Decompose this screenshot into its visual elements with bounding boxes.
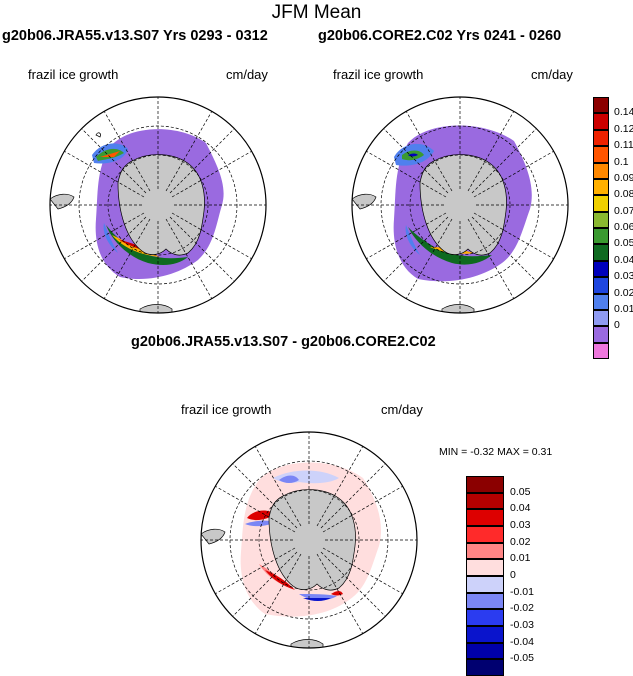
colorbar-swatch xyxy=(593,326,609,343)
colorbar-swatch xyxy=(593,342,609,359)
colorbar-tick-label: 0.05 xyxy=(614,237,633,250)
colorbar-tick-label: 0.11 xyxy=(614,139,633,152)
australia xyxy=(441,304,475,313)
colorbar-swatch xyxy=(466,642,504,660)
colorbar-tick-label: -0.02 xyxy=(510,602,534,615)
polar-map-difference xyxy=(200,431,418,649)
colorbar-tick-label: -0.01 xyxy=(510,585,534,598)
panel-3-variable: frazil ice growth xyxy=(181,402,272,417)
colorbar-swatch xyxy=(593,260,609,278)
colorbar-mean-labels: 0.14 0.12 0.11 0.1 0.09 0.08 0.07 0.06 0.05 0.04 0… xyxy=(614,97,633,359)
polar-map-core2 xyxy=(351,96,569,314)
colorbar-tick-label: 0.01 xyxy=(614,302,633,315)
colorbar-swatch xyxy=(593,277,609,294)
australia xyxy=(139,304,173,313)
panel-3-stats: MIN = -0.32 MAX = 0.31 xyxy=(439,446,553,458)
colorbar-swatch xyxy=(466,592,504,610)
colorbar-difference xyxy=(466,476,504,676)
australia xyxy=(290,639,324,648)
colorbar-swatch xyxy=(466,609,504,626)
colorbar-swatch xyxy=(466,509,504,526)
panel-2-variable: frazil ice growth xyxy=(333,67,424,82)
colorbar-swatch xyxy=(593,195,609,212)
panel-1-units: cm/day xyxy=(226,67,268,82)
colorbar-tick-label: 0.07 xyxy=(614,204,633,217)
colorbar-swatch xyxy=(593,146,609,163)
panel-1-title: g20b06.JRA55.v13.S07 Yrs 0293 - 0312 xyxy=(2,28,268,44)
figure-title: JFM Mean xyxy=(271,2,362,23)
colorbar-swatch xyxy=(593,293,609,310)
colorbar-tick-label: 0.04 xyxy=(614,253,633,266)
colorbar-tick-label: 0.14 xyxy=(614,106,633,119)
colorbar-tick-label: 0.02 xyxy=(614,286,633,299)
colorbar-tick-label: 0.01 xyxy=(510,552,531,565)
colorbar-swatch xyxy=(466,559,504,576)
colorbar-tick-label: 0.02 xyxy=(510,535,531,548)
colorbar-tick-label: 0.06 xyxy=(614,221,633,233)
colorbar-swatch xyxy=(593,211,609,228)
colorbar-swatch xyxy=(593,244,609,261)
panel-3-units: cm/day xyxy=(381,402,423,417)
colorbar-tick-label: 0.04 xyxy=(510,502,531,515)
antarctica xyxy=(419,154,507,256)
colorbar-difference-labels: 0.05 0.04 0.03 0.02 0.01 0 -0.01 -0.02 -0.03 -0.0… xyxy=(510,476,550,676)
colorbar-tick-label: 0.1 xyxy=(614,155,629,168)
colorbar-tick-label: 0.09 xyxy=(614,171,633,184)
colorbar-mean xyxy=(593,97,609,359)
colorbar-tick-label: -0.04 xyxy=(510,635,534,648)
panel-2-units: cm/day xyxy=(531,67,573,82)
colorbar-swatch xyxy=(593,97,609,114)
colorbar-swatch xyxy=(466,626,504,643)
colorbar-swatch xyxy=(593,178,609,196)
colorbar-tick-label: 0.12 xyxy=(614,122,633,135)
panel-2-title: g20b06.CORE2.C02 Yrs 0241 - 0260 xyxy=(318,28,562,44)
colorbar-swatch xyxy=(593,228,609,245)
colorbar-swatch xyxy=(593,309,609,327)
colorbar-swatch xyxy=(593,113,609,130)
colorbar-swatch xyxy=(466,659,504,676)
colorbar-tick-label: 0.03 xyxy=(510,519,531,531)
colorbar-swatch xyxy=(466,476,504,493)
panel-1-variable: frazil ice growth xyxy=(28,67,119,82)
colorbar-tick-label: 0.08 xyxy=(614,188,633,201)
antarctica xyxy=(117,154,205,256)
colorbar-tick-label: 0 xyxy=(510,569,516,581)
colorbar-tick-label: -0.03 xyxy=(510,619,534,631)
colorbar-tick-label: -0.05 xyxy=(510,652,534,665)
panel-3-title: g20b06.JRA55.v13.S07 - g20b06.CORE2.C02 xyxy=(131,334,436,350)
colorbar-swatch xyxy=(466,492,504,510)
colorbar-tick-label: 0 xyxy=(614,319,620,332)
colorbar-tick-label: 0.03 xyxy=(614,270,633,283)
colorbar-swatch xyxy=(466,576,504,593)
colorbar-tick-label: 0.05 xyxy=(510,485,531,498)
colorbar-swatch xyxy=(466,542,504,560)
antarctica xyxy=(268,489,356,591)
colorbar-swatch xyxy=(593,162,609,179)
colorbar-swatch xyxy=(466,526,504,543)
polar-map-jra55 xyxy=(49,96,267,314)
colorbar-swatch xyxy=(593,129,609,147)
